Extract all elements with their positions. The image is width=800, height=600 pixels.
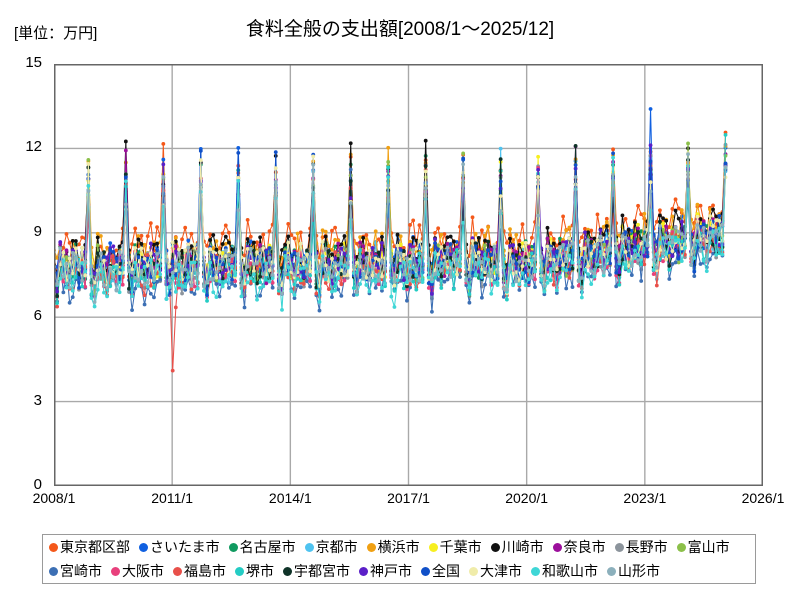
legend-item[interactable]: 奈良市: [552, 539, 606, 555]
legend-item[interactable]: 宇都宮市: [283, 564, 350, 578]
legend-marker-icon: [676, 542, 686, 552]
legend-item[interactable]: さいたま市: [139, 540, 220, 554]
legend-label: 全国: [432, 563, 460, 579]
legend-label: 宇都宮市: [294, 563, 350, 579]
legend-item[interactable]: 千葉市: [428, 539, 482, 555]
legend-item[interactable]: 横浜市: [366, 539, 420, 555]
legend-row: 宮崎市 大阪市 福島市 堺市 宇都宮市 神戸市 全国 大津市 和歌山市 山形市: [43, 559, 755, 583]
legend-label: 富山市: [687, 539, 730, 555]
y-tick-label: 15: [25, 54, 42, 71]
legend-item[interactable]: 富山市: [676, 539, 730, 555]
legend-marker-icon: [111, 566, 120, 576]
legend-label: 東京都区部: [60, 539, 130, 555]
legend-item[interactable]: 長野市: [614, 539, 668, 555]
legend-label: 堺市: [246, 563, 274, 579]
legend-label: 京都市: [315, 539, 358, 555]
chart-canvas: [54, 64, 763, 486]
legend-label: 大津市: [480, 563, 522, 579]
x-tick-label: 2008/1: [32, 490, 76, 506]
legend-label: 神戸市: [370, 563, 412, 579]
legend-marker-icon: [428, 542, 438, 552]
legend-marker-icon: [469, 566, 478, 576]
x-tick-label: 2023/1: [623, 490, 667, 506]
legend-label: 宮崎市: [60, 563, 102, 579]
legend-label: 奈良市: [563, 539, 606, 555]
legend-item[interactable]: 川崎市: [490, 539, 544, 555]
legend-marker-icon: [235, 566, 244, 576]
y-tick-label: 12: [25, 138, 42, 156]
legend-label: 福島市: [184, 563, 226, 579]
legend-label: 千葉市: [439, 539, 482, 555]
legend-marker-icon: [304, 542, 314, 552]
legend-item[interactable]: 京都市: [304, 539, 358, 555]
legend-marker-icon: [552, 542, 562, 552]
legend-marker-icon: [139, 542, 148, 552]
legend-item[interactable]: 大阪市: [111, 564, 164, 578]
x-tick-label: 2017/1: [387, 490, 430, 506]
legend-item[interactable]: 東京都区部: [49, 540, 130, 554]
legend-item[interactable]: 福島市: [173, 564, 226, 578]
legend-marker-icon: [614, 542, 624, 552]
legend-item[interactable]: 山形市: [607, 564, 660, 578]
x-tick-label: 2026/1: [741, 490, 785, 506]
legend-row: 東京都区部 さいたま市 名古屋市 京都市 横浜市 千葉市 川崎市 奈良市 長野市 富山市: [43, 535, 755, 559]
legend-marker-icon: [359, 566, 368, 576]
legend-marker-icon: [173, 566, 182, 576]
legend-label: 和歌山市: [542, 563, 598, 579]
legend-label: 横浜市: [377, 539, 420, 555]
legend-item[interactable]: 全国: [421, 564, 460, 578]
x-tick-label: 2011/1: [151, 490, 194, 506]
y-tick-label: 6: [33, 307, 42, 325]
x-tick-label: 2020/1: [505, 490, 549, 506]
legend-marker-icon: [531, 566, 540, 576]
legend-marker-icon: [49, 542, 58, 552]
data-series-group: [54, 107, 728, 373]
data-series: [54, 152, 728, 304]
legend-label: さいたま市: [150, 539, 220, 555]
legend-label: 長野市: [625, 539, 668, 555]
unit-label: [単位：万円]: [14, 25, 98, 42]
legend-item[interactable]: 和歌山市: [531, 564, 598, 578]
legend-item[interactable]: 宮崎市: [49, 564, 102, 578]
y-tick-label: 9: [33, 222, 42, 240]
legend: 東京都区部 さいたま市 名古屋市 京都市 横浜市 千葉市 川崎市 奈良市 長野市 富山市宮崎市 大阪…: [42, 534, 756, 584]
legend-item[interactable]: 堺市: [235, 564, 274, 578]
y-tick-label: 0: [33, 476, 42, 493]
legend-label: 山形市: [618, 563, 660, 579]
legend-item[interactable]: 名古屋市: [228, 539, 296, 555]
y-tick-label: 3: [33, 391, 42, 409]
x-tick-label: 2014/1: [268, 490, 312, 506]
plot-frame: [54, 64, 763, 486]
legend-item[interactable]: 神戸市: [359, 564, 412, 578]
legend-item[interactable]: 大津市: [469, 564, 522, 578]
legend-marker-icon: [228, 542, 238, 552]
page-title: 食料全般の支出額[2008/1～2025/12]: [245, 19, 555, 40]
legend-label: 名古屋市: [239, 539, 296, 555]
legend-marker-icon: [607, 566, 616, 576]
legend-label: 川崎市: [501, 539, 544, 555]
plot-area: [54, 64, 763, 486]
legend-marker-icon: [490, 542, 500, 552]
legend-label: 大阪市: [122, 563, 164, 579]
legend-marker-icon: [366, 542, 376, 552]
legend-marker-icon: [283, 566, 292, 576]
legend-marker-icon: [49, 566, 58, 576]
legend-marker-icon: [421, 566, 430, 576]
